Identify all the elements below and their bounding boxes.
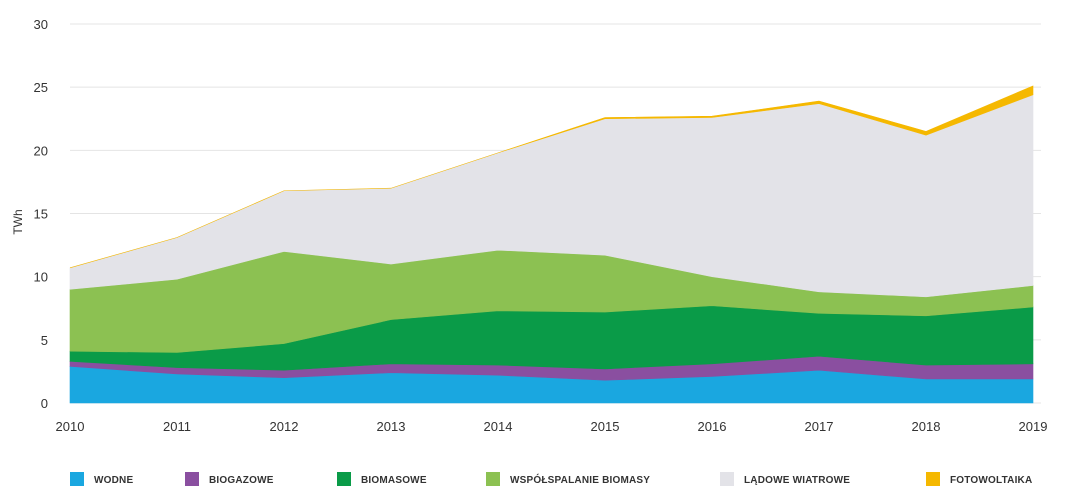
y-tick-label: 20	[34, 143, 48, 158]
x-tick-label: 2013	[377, 419, 406, 434]
x-tick-label: 2014	[484, 419, 513, 434]
y-tick-label: 10	[34, 270, 48, 285]
legend-label: BIOGAZOWE	[209, 475, 274, 486]
legend-label: LĄDOWE WIATROWE	[744, 475, 850, 486]
y-tick-label: 5	[41, 333, 48, 348]
x-tick-label: 2016	[698, 419, 727, 434]
legend-swatch	[337, 472, 351, 486]
x-axis-ticks: 2010 2011 2012 2013 2014 2015 2016 2017 2018 2019	[56, 419, 1048, 434]
legend-swatch	[70, 472, 84, 486]
legend-label: WSPÓŁSPALANIE BIOMASY	[510, 473, 650, 486]
x-tick-label: 2012	[270, 419, 299, 434]
legend-label: BIOMASOWE	[361, 475, 427, 486]
y-tick-label: 25	[34, 80, 48, 95]
x-tick-label: 2011	[163, 419, 191, 434]
legend-swatch	[720, 472, 734, 486]
legend-label: FOTOWOLTAIKA	[950, 475, 1032, 486]
area-layers	[69, 85, 1034, 404]
legend-swatch	[486, 472, 500, 486]
x-tick-label: 2019	[1019, 419, 1048, 434]
y-axis-label: TWh	[11, 209, 25, 234]
x-tick-label: 2017	[805, 419, 834, 434]
legend-label: WODNE	[94, 475, 133, 486]
area-series-5	[69, 85, 1034, 269]
legend-swatch	[926, 472, 940, 486]
legend-swatch	[185, 472, 199, 486]
x-tick-label: 2018	[912, 419, 941, 434]
y-tick-label: 15	[34, 207, 48, 222]
y-tick-label: 30	[34, 17, 48, 32]
y-axis-ticks: 0 5 10 15 20 25 30	[34, 17, 48, 411]
legend: WODNE BIOGAZOWE BIOMASOWE WSPÓŁSPALANIE BIO…	[70, 472, 1032, 486]
x-tick-label: 2015	[591, 419, 620, 434]
x-tick-label: 2010	[56, 419, 85, 434]
y-tick-label: 0	[41, 396, 48, 411]
